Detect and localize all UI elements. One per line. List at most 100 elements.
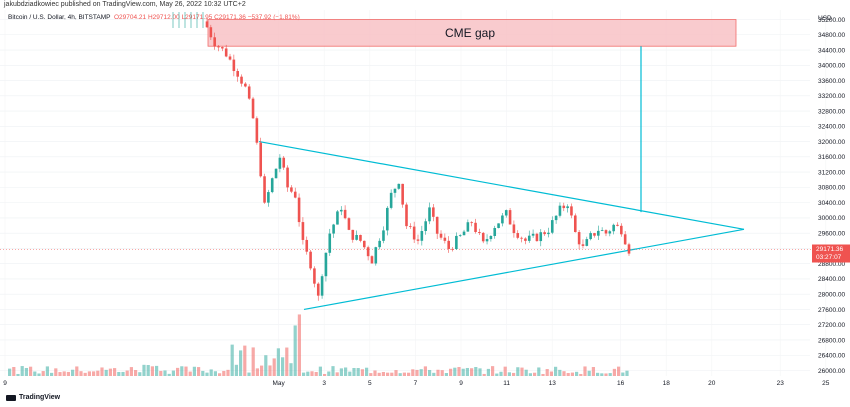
tradingview-logo[interactable]: TradingView — [6, 394, 60, 401]
volume-bar — [297, 314, 301, 376]
volume-bar — [45, 366, 49, 376]
candle — [547, 232, 550, 235]
candle — [251, 98, 255, 119]
candle — [389, 192, 393, 208]
candle — [409, 226, 412, 227]
candle — [359, 234, 362, 241]
candle — [374, 247, 378, 264]
volume-bar — [293, 325, 297, 376]
volume-bar — [423, 366, 427, 376]
candle — [543, 232, 546, 235]
candle — [247, 86, 251, 99]
current-price-badge — [812, 244, 850, 263]
candle — [485, 239, 489, 242]
candle — [378, 240, 381, 248]
candle — [535, 233, 539, 242]
volume-bar — [71, 369, 75, 376]
candle — [435, 216, 439, 234]
volume-bar — [12, 367, 16, 376]
volume-bar — [348, 371, 352, 376]
volume-bar — [184, 366, 188, 376]
candle — [393, 188, 397, 193]
candle — [470, 222, 474, 224]
volume-bar — [503, 366, 507, 376]
volume-bar — [612, 368, 616, 376]
x-tick-label: 20 — [708, 380, 716, 387]
publisher-line: jakubdziadkowiec published on TradingVie… — [4, 1, 246, 8]
volume-bar — [310, 371, 314, 376]
volume-bar — [596, 372, 600, 376]
volume-bar — [608, 373, 612, 376]
candle — [593, 233, 596, 236]
y-tick-label: 29600.00 — [818, 230, 845, 237]
candle — [209, 27, 213, 38]
volume-bar — [243, 345, 247, 376]
candle — [297, 197, 301, 223]
volume-bar — [545, 369, 549, 376]
candle — [405, 204, 408, 227]
candle — [497, 223, 500, 228]
candle — [355, 234, 358, 240]
volume-bar — [239, 350, 243, 376]
x-tick-label: 18 — [663, 380, 671, 387]
y-tick-label: 26800.00 — [818, 337, 845, 344]
candle — [316, 283, 320, 296]
triangle-upper-line — [258, 140, 745, 230]
tradingview-logo-text: TradingView — [19, 394, 61, 401]
volume-bar — [474, 367, 478, 376]
x-tick-label: 7 — [414, 380, 418, 387]
volume-bar — [335, 372, 339, 376]
candle — [558, 205, 562, 216]
candle — [255, 118, 259, 143]
cme-gap-box — [207, 19, 737, 47]
candle — [290, 187, 293, 192]
volume-bar — [360, 369, 364, 376]
candle — [267, 192, 270, 203]
volume-bar — [516, 367, 520, 376]
candle — [259, 142, 263, 177]
y-tick-label: 32000.00 — [818, 139, 845, 146]
volume-bar — [415, 369, 419, 376]
candle — [512, 224, 516, 234]
candle — [205, 21, 209, 28]
candle — [240, 76, 243, 84]
candle — [585, 239, 589, 246]
x-tick-label: 9 — [459, 380, 463, 387]
volume-bar — [142, 364, 146, 376]
volume-bar — [163, 370, 167, 376]
volume-bar — [314, 372, 318, 376]
candle — [270, 178, 274, 193]
volume-bar — [20, 366, 24, 376]
candle — [221, 47, 224, 49]
volume-bar — [108, 368, 112, 376]
volume-bar — [222, 370, 226, 376]
volume-bar — [562, 371, 566, 376]
volume-bar — [289, 363, 293, 376]
candle — [305, 239, 309, 252]
volume-bar — [79, 371, 83, 376]
volume-bar — [520, 367, 524, 376]
candle — [439, 233, 443, 238]
volume-bar — [87, 371, 91, 376]
candle — [520, 237, 523, 239]
volume-bar — [66, 371, 70, 376]
volume-bar — [411, 369, 415, 376]
volume-bar — [331, 366, 335, 376]
countdown-label: 03:27:07 — [816, 254, 842, 261]
volume-bar — [260, 365, 264, 376]
volume-bar — [29, 366, 33, 376]
x-tick-label: May — [272, 380, 285, 387]
x-tick-label: 13 — [549, 380, 557, 387]
candle — [351, 229, 355, 240]
volume-bar — [281, 357, 285, 376]
volume-bar — [470, 368, 474, 376]
volume-bar — [134, 370, 138, 376]
volume-bar — [537, 367, 541, 376]
volume-bar — [302, 372, 306, 376]
volume-bar — [92, 371, 96, 376]
candle — [401, 183, 404, 205]
candle — [293, 191, 297, 198]
x-tick-label: 25 — [822, 380, 830, 387]
volume-bar — [365, 367, 369, 376]
